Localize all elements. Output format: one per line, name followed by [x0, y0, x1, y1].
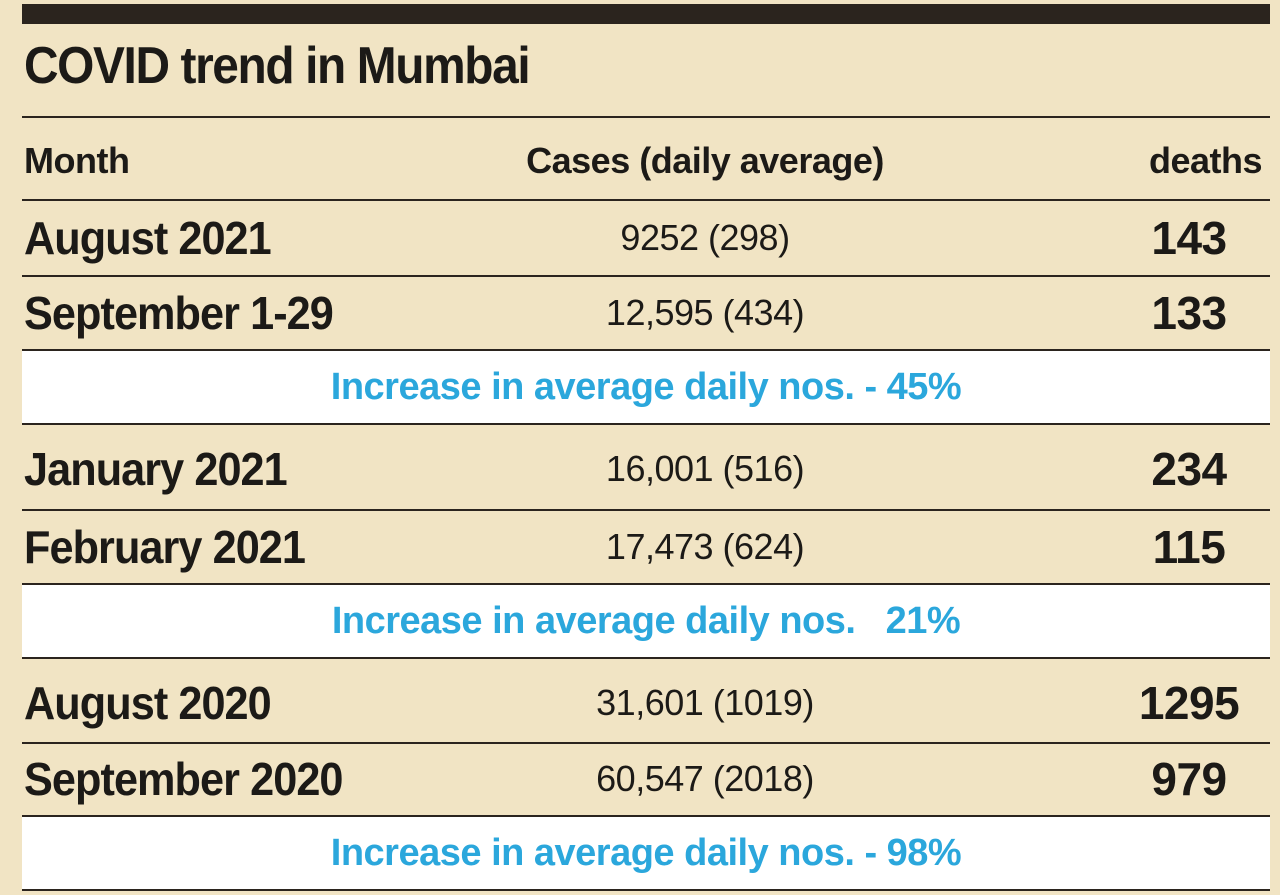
divider: [22, 509, 1270, 511]
header-cases: Cases (daily average): [526, 140, 884, 181]
table-row: September 2020 60,547 (2018) 979: [22, 744, 1270, 814]
divider: [22, 815, 1270, 817]
header-month: Month: [24, 140, 130, 181]
row-cases: 9252 (298): [620, 217, 790, 258]
divider: [22, 742, 1270, 744]
table-row: January 2021 16,001 (516) 234: [22, 430, 1270, 508]
header-row: Month Cases (daily average) deaths: [22, 128, 1270, 194]
row-cases: 60,547 (2018): [596, 758, 814, 799]
row-deaths: 115: [1152, 521, 1226, 573]
table-row: August 2021 9252 (298) 143: [22, 201, 1270, 275]
divider: [22, 349, 1270, 351]
divider: [22, 116, 1270, 118]
divider: [22, 199, 1270, 201]
row-month: February 2021: [24, 521, 306, 573]
row-cases: 31,601 (1019): [596, 682, 814, 723]
table-title: COVID trend in Mumbai: [24, 37, 531, 95]
row-deaths: 133: [1151, 287, 1227, 339]
covid-trend-table: COVID trend in Mumbai Month Cases (daily…: [22, 0, 1272, 895]
table-row: February 2021 17,473 (624) 115: [22, 511, 1270, 583]
row-month: September 1-29: [24, 287, 334, 339]
row-deaths: 1295: [1138, 677, 1240, 729]
row-deaths: 979: [1151, 753, 1227, 805]
divider: [22, 889, 1270, 891]
row-deaths: 234: [1151, 443, 1227, 495]
row-month: January 2021: [24, 443, 288, 495]
divider: [22, 275, 1270, 277]
divider: [22, 657, 1270, 659]
row-cases: 16,001 (516): [605, 448, 805, 489]
increase-note: Increase in average daily nos. 21%: [22, 585, 1270, 657]
top-bar: [22, 4, 1270, 24]
table-row: September 1-29 12,595 (434) 133: [22, 277, 1270, 349]
row-month: August 2021: [24, 212, 272, 264]
row-deaths: 143: [1151, 212, 1227, 264]
row-month: August 2020: [24, 677, 272, 729]
divider: [22, 423, 1270, 425]
row-cases: 17,473 (624): [605, 526, 805, 567]
header-deaths: deaths: [1148, 140, 1263, 181]
divider: [22, 583, 1270, 585]
increase-note: Increase in average daily nos. - 45%: [22, 351, 1270, 423]
row-month: September 2020: [24, 753, 343, 805]
table-row: August 2020 31,601 (1019) 1295: [22, 664, 1270, 742]
increase-note: Increase in average daily nos. - 98%: [22, 817, 1270, 889]
row-cases: 12,595 (434): [605, 292, 805, 333]
